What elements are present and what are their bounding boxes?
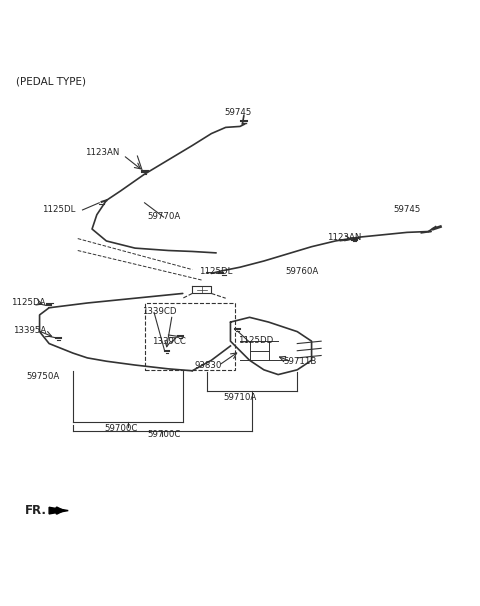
- Text: (PEDAL TYPE): (PEDAL TYPE): [16, 76, 86, 86]
- Text: 59745: 59745: [393, 205, 420, 215]
- Text: 1125DA: 1125DA: [11, 298, 45, 307]
- Text: 1123AN: 1123AN: [85, 148, 119, 157]
- Text: 1125DL: 1125DL: [42, 205, 75, 215]
- Text: 59760A: 59760A: [285, 267, 319, 276]
- Text: 59700C: 59700C: [104, 424, 137, 433]
- Text: 1339CD: 1339CD: [142, 307, 177, 316]
- Text: 1125DD: 1125DD: [238, 336, 273, 345]
- Polygon shape: [49, 507, 68, 514]
- Bar: [144, 303, 235, 370]
- Text: 13395A: 13395A: [13, 325, 47, 335]
- Text: FR.: FR.: [25, 504, 47, 517]
- Text: 59745: 59745: [224, 108, 252, 116]
- Text: 59710A: 59710A: [223, 393, 257, 402]
- Text: 93830: 93830: [195, 362, 222, 370]
- Text: 1125DL: 1125DL: [199, 267, 233, 276]
- Text: 1123AN: 1123AN: [327, 233, 361, 242]
- Text: 59700C: 59700C: [147, 430, 180, 439]
- Text: 59770A: 59770A: [147, 211, 180, 221]
- Text: 1339CC: 1339CC: [152, 337, 186, 345]
- Text: 59750A: 59750A: [26, 373, 60, 381]
- Text: 59711B: 59711B: [283, 357, 316, 366]
